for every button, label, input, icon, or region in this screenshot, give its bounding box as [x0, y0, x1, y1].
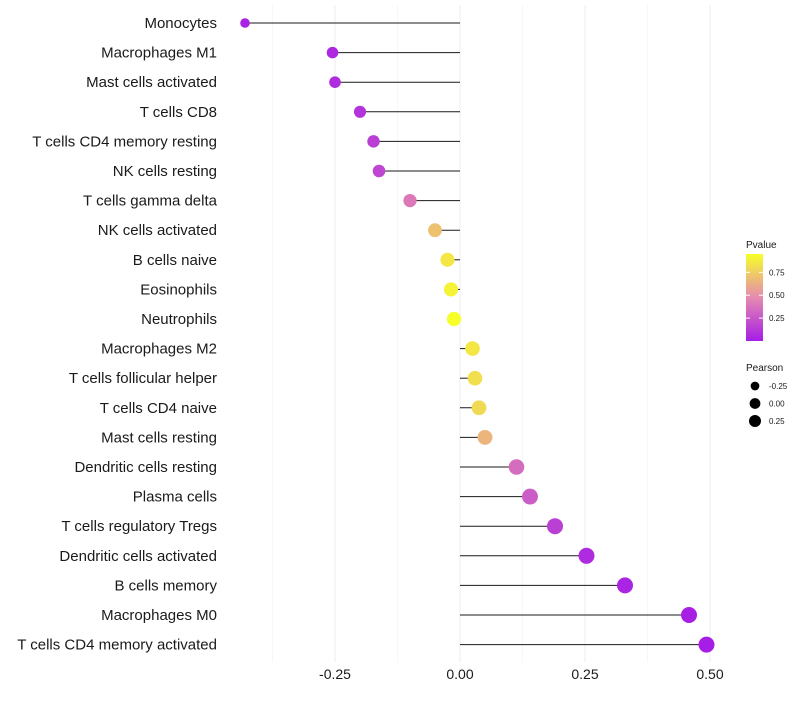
pearson-legend-label: 0.25	[769, 417, 785, 426]
y-axis-labels: Monocytes Macrophages M1 Mast cells activa…	[17, 15, 217, 654]
pearson-legend-label: 0.00	[769, 400, 785, 409]
category-label: Mast cells activated	[86, 74, 217, 91]
category-label: T cells CD4 memory activated	[17, 637, 217, 654]
x-tick-label: 0.00	[446, 666, 473, 682]
pvalue-tick-label: 0.25	[769, 314, 785, 323]
pearson-legend-entries: -0.25 0.00 0.25	[749, 381, 788, 427]
data-point	[617, 577, 633, 594]
data-point	[240, 18, 250, 28]
point-layer	[240, 18, 715, 653]
category-label: T cells CD8	[140, 104, 217, 121]
x-axis-ticks: -0.25 0.00 0.25 0.50	[319, 666, 724, 682]
data-point	[353, 105, 367, 118]
category-label: B cells memory	[114, 577, 217, 594]
data-point	[681, 607, 697, 623]
data-point	[522, 488, 538, 505]
data-point	[372, 164, 386, 178]
data-point	[326, 46, 339, 59]
data-point	[547, 518, 563, 535]
category-label: Neutrophils	[141, 311, 217, 328]
category-label: Mast cells resting	[101, 429, 217, 446]
data-point	[443, 282, 459, 297]
pvalue-colorbar	[746, 254, 763, 341]
category-label: T cells follicular helper	[69, 370, 217, 387]
pvalue-tick-label: 0.75	[769, 268, 785, 277]
pearson-legend-title: Pearson	[746, 363, 783, 374]
data-point	[367, 135, 380, 148]
x-tick-label: 0.25	[571, 666, 598, 682]
pvalue-legend-ticks: 0.75 0.50 0.25	[746, 268, 785, 323]
category-label: Dendritic cells resting	[74, 459, 217, 476]
category-label: NK cells activated	[98, 222, 217, 239]
data-point	[446, 311, 462, 327]
data-point	[698, 636, 715, 653]
data-point	[403, 193, 417, 208]
data-point	[440, 252, 455, 267]
pearson-legend-dot	[750, 381, 760, 391]
data-point	[508, 459, 525, 475]
category-label: T cells gamma delta	[83, 193, 218, 210]
data-point	[477, 429, 493, 445]
x-tick-label: -0.25	[319, 666, 351, 682]
category-label: Plasma cells	[133, 489, 217, 506]
pearson-legend-dot	[749, 415, 761, 427]
data-point	[465, 341, 480, 356]
data-point	[471, 400, 487, 416]
category-label: Macrophages M1	[101, 45, 217, 62]
category-label: Eosinophils	[140, 281, 217, 298]
category-label: B cells naive	[133, 252, 217, 269]
x-tick-label: 0.50	[696, 666, 723, 682]
pearson-legend-dot	[749, 398, 761, 409]
stem-layer	[245, 22, 707, 646]
pvalue-legend-title: Pvalue	[746, 240, 777, 251]
category-label: T cells CD4 naive	[100, 400, 217, 417]
category-label: Macrophages M0	[101, 607, 217, 624]
pearson-legend-label: -0.25	[769, 382, 788, 391]
data-point	[329, 76, 341, 88]
data-point	[467, 370, 483, 386]
category-label: Monocytes	[144, 15, 217, 32]
pvalue-legend: Pvalue 0.75 0.50 0.25	[746, 240, 785, 341]
category-label: T cells regulatory Tregs	[61, 518, 217, 535]
category-label: T cells CD4 memory resting	[32, 133, 217, 150]
data-point	[428, 223, 442, 238]
category-label: Dendritic cells activated	[59, 548, 217, 565]
pearson-legend: Pearson -0.25 0.00 0.25	[746, 363, 788, 427]
category-label: Macrophages M2	[101, 341, 217, 358]
category-label: NK cells resting	[113, 163, 217, 180]
data-point	[578, 547, 595, 564]
pvalue-tick-label: 0.50	[769, 291, 785, 300]
grid-layer	[272, 5, 711, 662]
